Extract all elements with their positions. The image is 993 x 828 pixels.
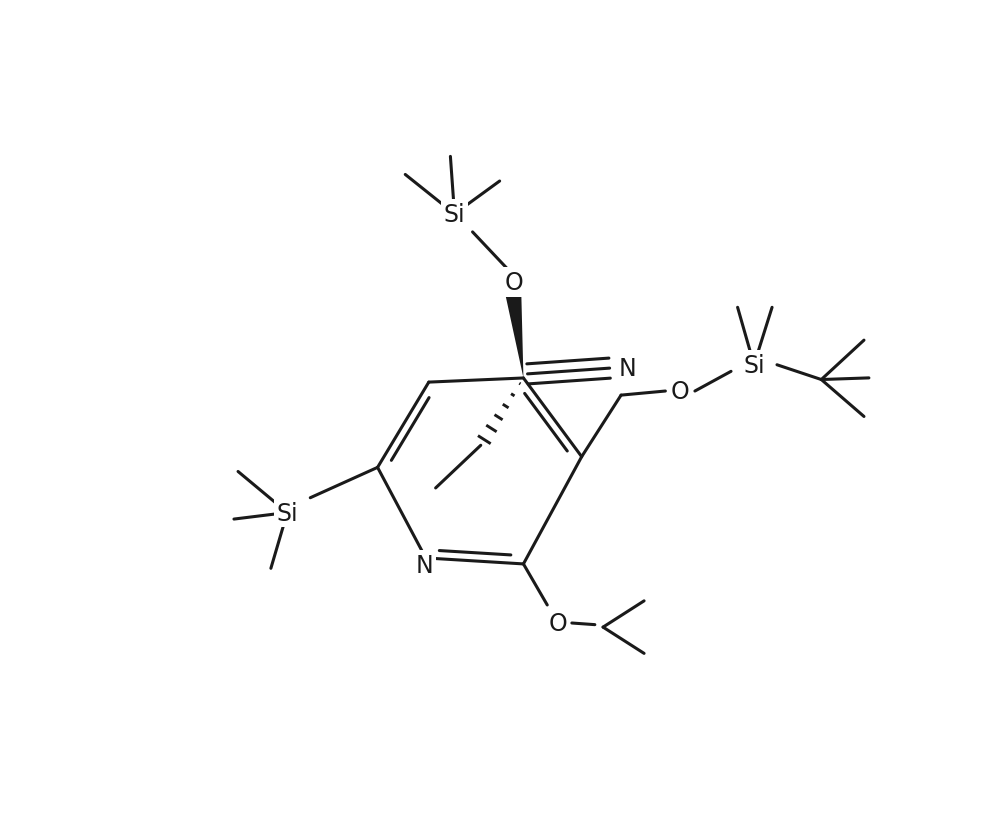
Text: Si: Si — [743, 354, 765, 378]
Polygon shape — [505, 296, 523, 378]
Text: N: N — [415, 553, 433, 577]
Text: N: N — [619, 357, 637, 381]
Text: O: O — [671, 379, 689, 403]
Text: Si: Si — [276, 501, 298, 525]
Text: O: O — [548, 611, 567, 635]
Text: Si: Si — [444, 203, 466, 227]
Text: O: O — [504, 271, 523, 295]
